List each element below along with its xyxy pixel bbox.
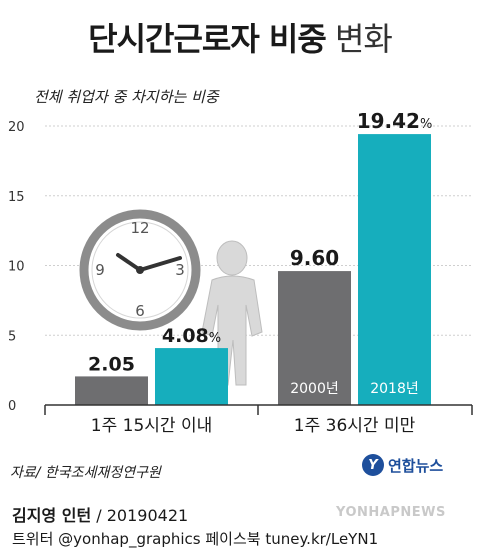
title-regular: 변화	[334, 20, 393, 58]
grid-lines	[45, 125, 472, 336]
bars	[75, 134, 431, 405]
svg-text:9: 9	[95, 261, 105, 279]
svg-text:6: 6	[135, 302, 145, 320]
legend-label: 2000년	[290, 381, 339, 397]
svg-text:3: 3	[175, 261, 185, 279]
y-tick-label: 10	[8, 260, 25, 275]
y-tick-label: 20	[8, 120, 25, 135]
bar-chart: 0 5 10 15 20 12 3 6 9 2.05 4.08% 9.60 2000년 19.42% 201…	[8, 109, 473, 436]
unit-label: %	[209, 331, 221, 346]
social-line: 트위터 @yonhap_graphics 페이스북 tuney.kr/LeYN1	[12, 530, 379, 548]
legend-label: 2018년	[370, 381, 419, 397]
title-bold: 단시간근로자 비중	[88, 20, 327, 58]
x-tick-label: 1주 36시간 미만	[294, 416, 416, 436]
yonhap-logo: Y 연합뉴스	[362, 454, 443, 476]
date: / 20190421	[96, 506, 189, 525]
x-tick-label: 1주 15시간 이내	[91, 416, 212, 436]
y-tick-label: 0	[8, 399, 16, 414]
bar	[155, 348, 228, 405]
bar	[75, 376, 148, 405]
chart-subtitle: 전체 취업자 중 차지하는 비중	[34, 88, 219, 106]
data-label: 2.05	[88, 353, 135, 375]
bar	[278, 271, 351, 405]
data-label: 19.42%	[357, 109, 433, 133]
watermark: YONHAPNEWS	[336, 505, 446, 520]
illustration: 12 3 6 9	[79, 209, 263, 386]
x-axis: 1주 15시간 이내 1주 36시간 미만	[44, 404, 473, 436]
clock-icon: 12 3 6 9	[79, 209, 201, 331]
y-axis: 0 5 10 15 20	[8, 120, 25, 414]
data-label: 4.08%	[162, 325, 221, 347]
y-tick-label: 5	[8, 329, 16, 344]
value-labels: 2.05 4.08% 9.60 2000년 19.42% 2018년	[88, 109, 432, 397]
unit-label: %	[420, 117, 432, 132]
logo-text: 연합뉴스	[388, 456, 444, 475]
svg-text:12: 12	[130, 219, 149, 237]
chart-title: 단시간근로자 비중 변화	[0, 14, 480, 60]
source-note: 자료/ 한국조세재정연구원	[10, 465, 161, 481]
bar	[358, 134, 431, 405]
data-label: 9.60	[290, 246, 339, 270]
author: 김지영 인턴	[12, 506, 92, 525]
logo-mark-icon: Y	[362, 454, 384, 476]
y-tick-label: 15	[8, 190, 25, 205]
credit-line: 김지영 인턴 / 20190421	[12, 502, 188, 526]
